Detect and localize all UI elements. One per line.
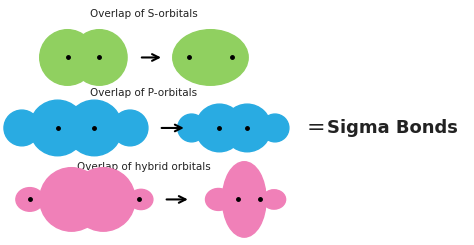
Ellipse shape [223,104,271,152]
Ellipse shape [263,190,286,209]
Ellipse shape [173,30,248,85]
Text: Sigma Bonds: Sigma Bonds [327,119,457,137]
Ellipse shape [66,100,122,156]
Ellipse shape [261,114,289,142]
Ellipse shape [222,162,266,237]
Text: Overlap of P-orbitals: Overlap of P-orbitals [91,88,198,98]
Text: Overlap of S-orbitals: Overlap of S-orbitals [90,9,198,19]
Ellipse shape [72,30,127,85]
Ellipse shape [40,30,95,85]
Ellipse shape [30,100,85,156]
Ellipse shape [112,110,148,146]
Ellipse shape [206,188,231,210]
Ellipse shape [129,189,153,209]
Ellipse shape [40,168,103,231]
Ellipse shape [16,188,44,211]
Ellipse shape [4,110,40,146]
Ellipse shape [196,104,243,152]
Text: =: = [306,118,325,138]
Text: Overlap of hybrid orbitals: Overlap of hybrid orbitals [77,162,211,172]
Ellipse shape [72,168,135,231]
Ellipse shape [178,114,206,142]
